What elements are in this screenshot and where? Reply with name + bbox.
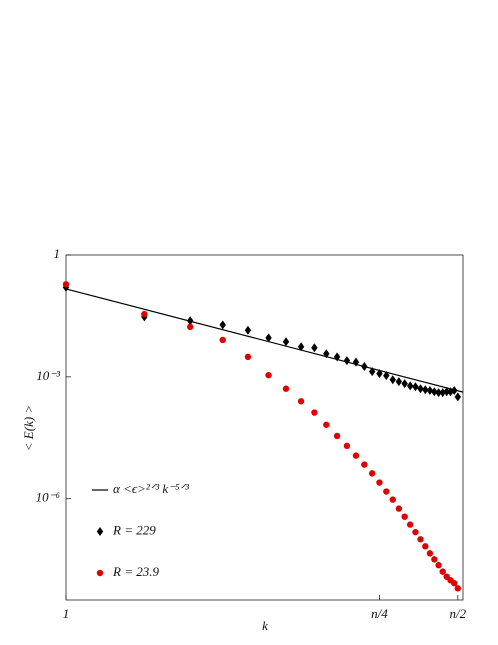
diamond-marker	[265, 333, 272, 343]
diamond-marker	[395, 377, 403, 387]
diamond-marker	[454, 392, 462, 402]
y-tick-label: 10⁻³	[36, 368, 61, 383]
circle-marker	[454, 585, 462, 592]
diamond-marker	[219, 320, 226, 330]
x-axis-label: k	[262, 618, 268, 633]
circle-marker	[376, 479, 383, 486]
circle-marker	[219, 336, 226, 344]
circle-marker	[187, 323, 194, 331]
circle-marker	[368, 470, 376, 477]
legend-label: R = 23.9	[112, 564, 159, 579]
circle-marker	[343, 442, 351, 450]
circle-marker	[389, 496, 396, 503]
diamond-marker	[383, 371, 390, 381]
circle-marker	[426, 550, 434, 557]
y-axis-label: < E(k) >	[21, 405, 36, 451]
diamond-marker	[389, 375, 396, 385]
circle-marker	[422, 543, 429, 550]
diamond-marker	[407, 381, 414, 391]
diamond-marker	[352, 357, 360, 367]
circle-marker	[62, 281, 70, 288]
diamond-marker	[297, 342, 305, 352]
diamond-marker	[422, 385, 429, 395]
diamond-marker	[311, 343, 318, 353]
circle-marker	[311, 409, 318, 416]
circle-marker	[282, 385, 290, 392]
diamond-marker	[187, 316, 194, 326]
circle-marker	[96, 569, 104, 577]
circle-marker	[401, 513, 408, 520]
diamond-marker	[426, 386, 434, 396]
circle-marker	[361, 461, 368, 468]
diamond-marker	[417, 384, 424, 394]
circle-marker	[383, 488, 390, 495]
diamond-marker	[323, 349, 330, 359]
x-tick-label: n/4	[371, 606, 388, 621]
diamond-marker	[244, 325, 252, 335]
plot-frame	[65, 254, 464, 601]
circle-marker	[141, 310, 148, 318]
diamond-marker	[368, 367, 376, 377]
circle-marker	[431, 556, 438, 563]
diamond-marker	[435, 388, 442, 398]
diamond-marker	[431, 387, 438, 397]
diamond-marker	[96, 527, 104, 536]
circle-marker	[439, 568, 446, 575]
circle-marker	[435, 562, 442, 569]
diamond-marker	[361, 361, 368, 371]
diamond-marker	[343, 356, 351, 366]
circle-marker	[395, 505, 403, 512]
diamond-marker	[376, 369, 383, 379]
circle-marker	[412, 528, 419, 536]
diamond-marker	[443, 387, 450, 397]
diamond-marker	[401, 379, 408, 389]
circle-marker	[352, 452, 360, 459]
y-tick-label: 1	[54, 246, 61, 261]
circle-marker	[407, 521, 414, 528]
fit-line	[65, 288, 464, 393]
diamond-marker	[282, 337, 290, 347]
x-tick-label: 1	[63, 606, 70, 621]
circle-marker	[323, 421, 330, 428]
circle-marker	[417, 536, 424, 543]
diamond-marker	[451, 386, 458, 396]
legend-label: α <ϵ>²ᐟ³ k⁻⁵ᐟ³	[113, 481, 190, 496]
circle-marker	[244, 353, 252, 361]
diamond-marker	[333, 352, 341, 362]
diamond-marker	[412, 382, 419, 392]
legend-label: R = 229	[112, 522, 156, 537]
y-tick-label: 10⁻⁶	[36, 490, 61, 505]
circle-marker	[333, 432, 341, 440]
circle-marker	[451, 579, 458, 587]
diamond-marker	[439, 388, 446, 398]
x-tick-label: n/2	[450, 606, 467, 621]
circle-marker	[297, 398, 305, 405]
circle-marker	[265, 371, 272, 379]
